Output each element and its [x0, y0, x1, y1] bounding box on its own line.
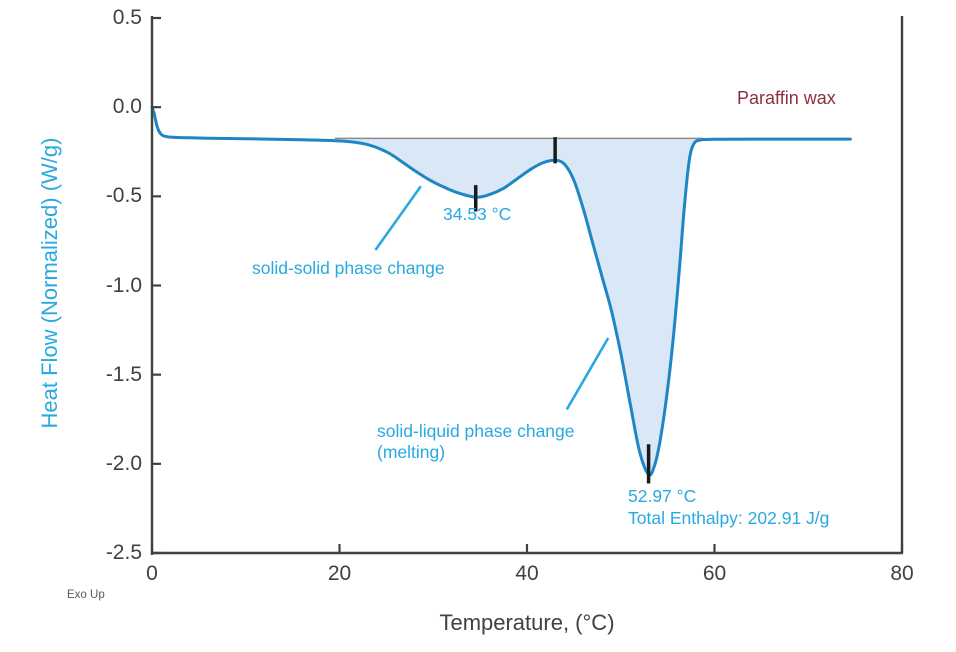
y-tick-label: -2.0	[105, 451, 142, 475]
x-tick-label: 40	[515, 562, 539, 585]
peak2-enthalpy-annotation: Total Enthalpy: 202.91 J/g	[628, 508, 830, 528]
y-tick-label: 0.0	[112, 95, 142, 119]
peak1-description-annotation: solid-solid phase change	[252, 258, 445, 278]
y-axis-title: Heat Flow (Normalized) (W/g)	[37, 137, 62, 429]
y-tick-label: -0.5	[105, 184, 142, 208]
peak-area-fill	[330, 138, 702, 476]
peak2-temperature-annotation: 52.97 °C	[628, 486, 697, 506]
y-tick-label: -2.5	[105, 541, 142, 564]
peak2-description-line2: (melting)	[377, 441, 446, 462]
heat-flow-curve	[150, 105, 852, 477]
exo-up-note: Exo Up	[67, 589, 105, 601]
x-tick-label: 0	[146, 562, 158, 585]
peak2-description-annotation: solid-liquid phase change (melting)	[377, 421, 575, 462]
y-tick-label: -1.0	[105, 273, 142, 297]
annotation-leader-line-2	[566, 337, 609, 410]
y-tick-label: 0.5	[112, 6, 142, 29]
x-tick-label: 20	[327, 562, 352, 585]
peak2-description-line1: solid-liquid phase change	[377, 421, 575, 441]
annotation-leader-line-1	[374, 185, 422, 251]
peak1-temperature-annotation: 34.53 °C	[443, 204, 512, 224]
x-axis-title: Temperature, (°C)	[439, 610, 615, 635]
x-tick-label: 80	[890, 562, 914, 585]
series-legend-label: Paraffin wax	[737, 88, 836, 108]
y-tick-label: -1.5	[105, 362, 142, 386]
x-tick-label: 60	[702, 562, 727, 585]
